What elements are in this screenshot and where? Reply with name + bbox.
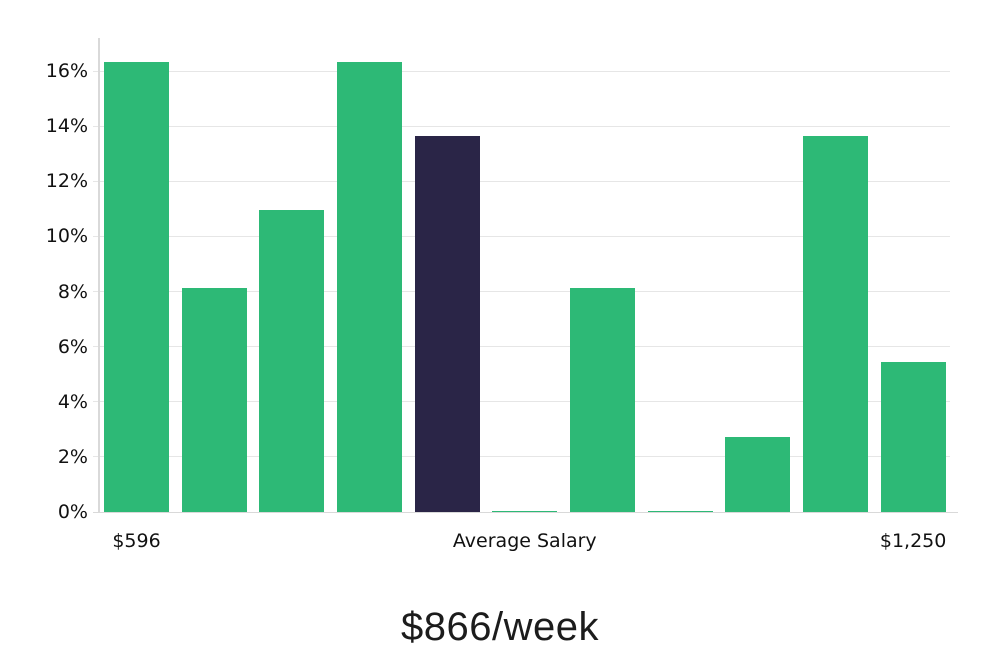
gridline-4pct [93, 401, 950, 403]
y-axis-tick-label: 16% [45, 60, 88, 82]
gridline-2pct [93, 456, 950, 458]
gridline-14pct [93, 125, 950, 127]
y-axis-tick-label: 4% [57, 390, 88, 413]
gridline-10pct [93, 235, 950, 237]
x-axis-tick-label: Average Salary [452, 530, 597, 552]
bar-salary-bucket-7 [647, 510, 713, 512]
gridline-16pct [93, 70, 950, 72]
gridline-8pct [93, 291, 950, 292]
bar-salary-bucket-3 [336, 61, 402, 512]
gridline-12pct [93, 180, 950, 182]
y-axis-line [98, 38, 100, 512]
bar-salary-bucket-9 [802, 136, 868, 512]
y-axis-tick-label: 6% [57, 335, 88, 358]
bar-salary-bucket-6 [569, 287, 635, 512]
y-axis-tick-label: 14% [45, 115, 88, 138]
y-axis-tick-label: 8% [57, 280, 88, 303]
bar-salary-bucket-5 [492, 510, 558, 512]
y-axis-tick-label: 12% [45, 170, 88, 193]
x-axis-tick-label: $1,250 [879, 530, 947, 552]
y-axis-tick-label: 10% [45, 225, 88, 248]
bar-salary-bucket-8 [725, 437, 791, 512]
bar-salary-bucket-0 [104, 61, 169, 512]
bar-average-salary-highlight [414, 136, 480, 512]
bar-salary-bucket-1 [181, 287, 247, 512]
bar-salary-bucket-10 [880, 362, 946, 512]
gridline-6pct [93, 346, 950, 348]
chart-title: $866/week [401, 605, 599, 649]
x-axis-line [93, 511, 958, 513]
y-axis-tick-label: 0% [57, 501, 88, 523]
bar-salary-bucket-2 [259, 210, 325, 512]
y-axis-tick-label: 2% [57, 445, 88, 468]
x-axis-tick-label: $596 [112, 530, 161, 552]
